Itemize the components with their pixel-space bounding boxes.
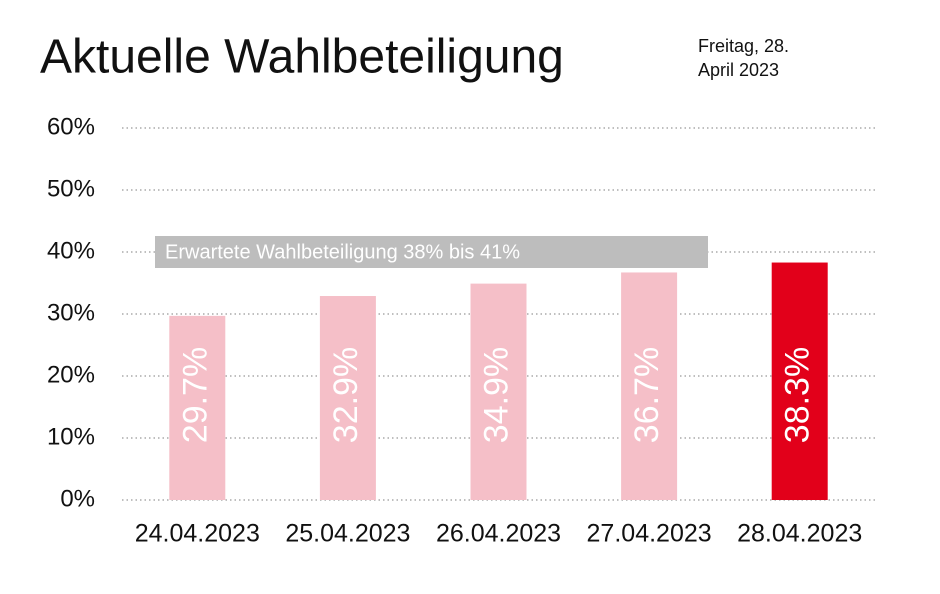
y-tick-label: 10% (47, 423, 95, 450)
x-tick-label: 27.04.2023 (587, 520, 712, 548)
bar (319, 296, 376, 500)
x-tick-label: 26.04.2023 (436, 520, 561, 548)
chart-subtitle: Freitag, 28. April 2023 (698, 36, 790, 80)
value-label: 29.7% (176, 347, 214, 443)
bar (169, 315, 226, 500)
bar (621, 272, 678, 500)
value-label: 34.9% (477, 347, 515, 443)
value-label: 36.7% (628, 347, 666, 443)
y-tick-label: 20% (47, 361, 95, 388)
annotation-box (155, 236, 708, 268)
y-tick-label: 0% (60, 485, 95, 512)
x-tick-label: 25.04.2023 (285, 520, 410, 548)
y-tick-label: 60% (47, 113, 95, 140)
chart-title: Aktuelle Wahlbeteiligung (40, 31, 564, 84)
value-label: 38.3% (779, 347, 817, 443)
bar (771, 262, 828, 500)
value-label: 32.9% (327, 347, 365, 443)
y-tick-label: 40% (47, 237, 95, 264)
x-tick-label: 24.04.2023 (135, 520, 260, 548)
bar (470, 283, 527, 500)
y-tick-label: 50% (47, 175, 95, 202)
x-tick-label: 28.04.2023 (737, 520, 862, 548)
annotation: Erwartete Wahlbeteiligung 38% bis 41% (165, 241, 520, 263)
y-tick-label: 30% (47, 299, 95, 326)
